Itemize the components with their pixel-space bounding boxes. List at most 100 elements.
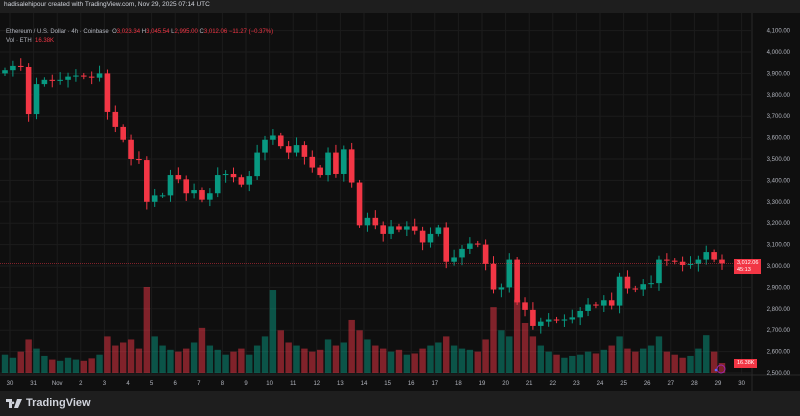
- chart-panel[interactable]: 4,100.00 4,000.00 3,900.00 3,800.00 3,700.00…: [0, 13, 800, 391]
- close-value: 3,012.06: [203, 29, 228, 35]
- candle-body: [640, 284, 647, 290]
- volume-bar: [238, 348, 245, 373]
- volume-bar: [151, 336, 158, 373]
- volume-bar: [175, 351, 182, 373]
- volume-bar: [576, 354, 584, 373]
- low-label: L: [171, 29, 175, 35]
- x-tick-label: 23: [573, 381, 580, 387]
- tradingview-logo[interactable]: TradingView: [6, 397, 91, 409]
- open-value: 3,023.34: [116, 29, 141, 35]
- volume-bar: [119, 342, 127, 373]
- volume-bar: [545, 351, 552, 373]
- candle-body: [88, 76, 95, 78]
- candle-body: [159, 195, 166, 197]
- volume-bar: [309, 351, 316, 373]
- volume-bar: [277, 330, 284, 373]
- volume-bar: [49, 359, 56, 373]
- y-tick-label: 3,100.00: [767, 243, 791, 249]
- candle-body: [687, 263, 694, 265]
- x-tick-label: 8: [221, 381, 225, 387]
- candle-body: [262, 139, 268, 153]
- x-tick-label: 7: [197, 381, 201, 387]
- volume-bar: [600, 349, 608, 373]
- x-tick-label: 26: [644, 381, 651, 387]
- legend: Ethereum / U.S. Dollar · 4h · Coinbase O…: [6, 28, 273, 46]
- volume-bar: [419, 348, 426, 373]
- candle-body: [207, 193, 213, 200]
- last-price-tag: 3,012.06 45:13: [734, 259, 762, 274]
- volume-bar: [253, 345, 261, 373]
- volume-bar: [33, 348, 40, 373]
- footer: TradingView: [0, 391, 800, 416]
- x-tick-label: Nov: [52, 381, 63, 387]
- volume-bar: [143, 286, 151, 373]
- candle-body: [57, 79, 63, 81]
- volume-bar: [348, 319, 355, 373]
- volume-bar: [506, 336, 513, 373]
- candle-body: [246, 176, 253, 185]
- candle-body: [467, 243, 473, 249]
- candlestick-chart[interactable]: 4,100.00 4,000.00 3,900.00 3,800.00 3,700.00…: [0, 13, 800, 391]
- volume-bar: [190, 342, 198, 373]
- volume-bar: [72, 359, 80, 373]
- volume-bar: [183, 348, 190, 373]
- y-tick-label: 2,500.00: [767, 371, 791, 377]
- x-tick-label: 24: [597, 381, 604, 387]
- candle-body: [514, 259, 520, 303]
- volume-bar: [403, 354, 411, 373]
- candle-body: [671, 260, 678, 262]
- crosshair-dot-icon: [714, 368, 718, 372]
- volume-bar: [96, 354, 103, 373]
- candle-body: [443, 227, 450, 262]
- y-tick-label: 3,300.00: [767, 200, 791, 206]
- volume-label[interactable]: Vol · ETH: [6, 38, 32, 44]
- volume-bar: [427, 345, 434, 373]
- candle-body: [214, 175, 221, 194]
- candle-body: [144, 160, 150, 202]
- brand-name: TradingView: [26, 397, 91, 409]
- volume-bar: [435, 342, 442, 373]
- candle-body: [459, 248, 465, 258]
- volume-bar: [269, 290, 277, 373]
- x-tick-label: 3: [103, 381, 107, 387]
- candle-body: [719, 259, 725, 264]
- candle-body: [128, 139, 134, 159]
- x-tick-label: 27: [667, 381, 674, 387]
- y-tick-label: 2,900.00: [767, 285, 791, 291]
- x-tick-label: 21: [526, 381, 533, 387]
- candle-body: [490, 263, 497, 290]
- candle-body: [703, 252, 710, 260]
- x-tick-label: 9: [244, 381, 248, 387]
- volume-bar: [703, 335, 710, 373]
- volume-bar: [450, 345, 458, 373]
- y-tick-label: 2,600.00: [767, 350, 791, 356]
- volume-bar: [135, 348, 143, 373]
- candle-body: [522, 302, 528, 310]
- x-tick-label: 4: [126, 381, 130, 387]
- volume-bar: [206, 345, 214, 373]
- x-tick-label: 30: [7, 381, 14, 387]
- candle-body: [530, 309, 536, 326]
- candle-body: [309, 156, 316, 168]
- candle-body: [238, 177, 245, 185]
- x-tick-label: 13: [337, 381, 344, 387]
- candle-body: [25, 66, 32, 115]
- candle-body: [419, 230, 426, 243]
- candle-body: [333, 152, 339, 174]
- volume-bar: [88, 358, 95, 373]
- candle-body: [380, 225, 386, 234]
- volume-bar: [64, 357, 72, 373]
- volume-bar: [710, 351, 718, 373]
- volume-bar: [498, 330, 505, 373]
- volume-bar: [679, 357, 686, 373]
- candle-body: [254, 152, 260, 177]
- volume-bar: [9, 357, 17, 373]
- candle-body: [545, 319, 552, 322]
- candle-body: [664, 259, 670, 261]
- candle-body: [506, 259, 513, 288]
- candle-body: [411, 226, 418, 231]
- symbol-title[interactable]: Ethereum / U.S. Dollar · 4h · Coinbase: [6, 29, 109, 35]
- volume-bar: [17, 351, 24, 373]
- volume-bar: [513, 299, 521, 373]
- candle-body: [498, 287, 505, 290]
